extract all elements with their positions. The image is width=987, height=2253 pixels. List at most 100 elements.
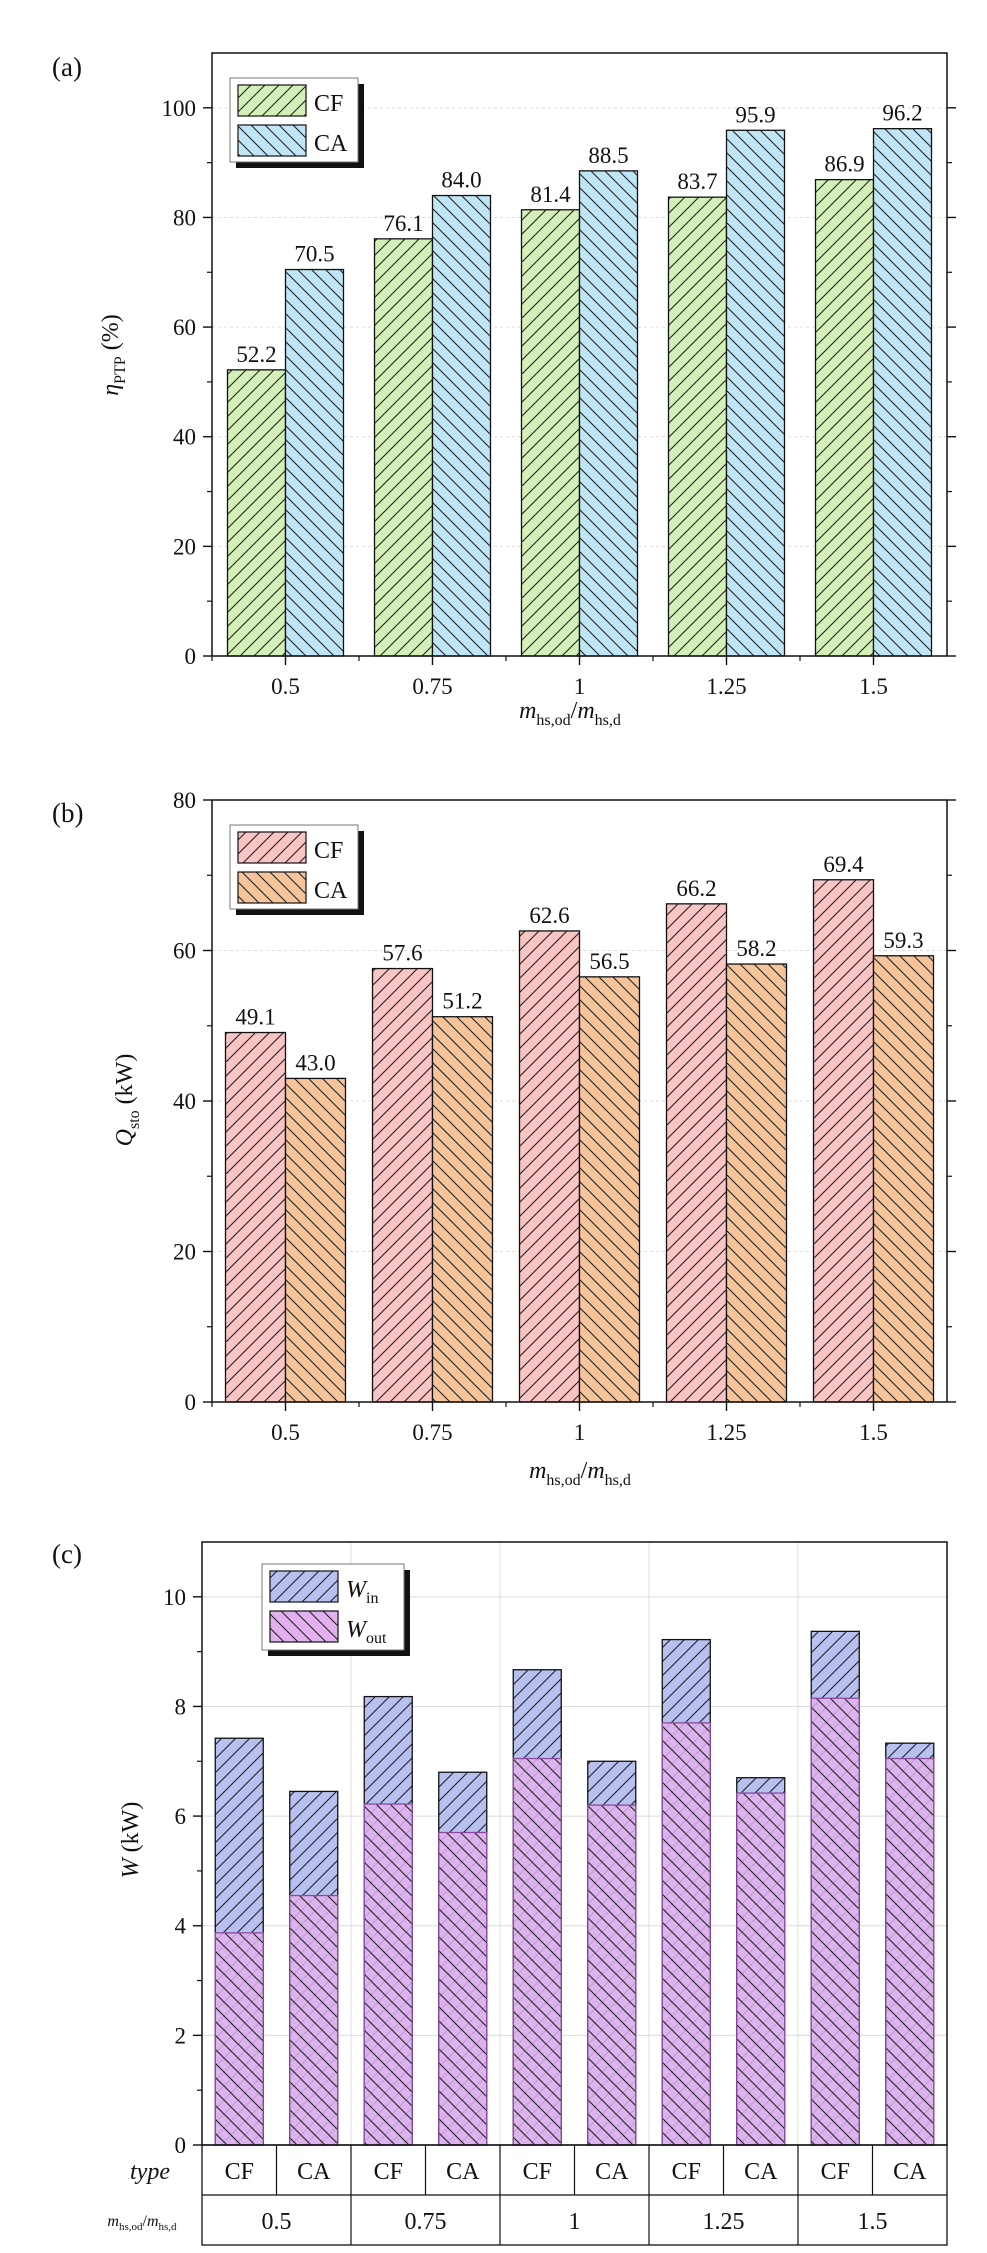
x-tick-label: 0.75 — [412, 674, 452, 699]
bar — [284, 268, 345, 657]
legend-label: CA — [314, 878, 348, 904]
table-type-cell: CF — [374, 2159, 403, 2185]
bar — [520, 209, 581, 657]
bar — [814, 178, 875, 657]
chart-panel-b: (b) 49.1 43.0 57.6 51.2 62.6 56.5 66.2 58.2 69.4… — [52, 788, 956, 1489]
x-tick-label: 1.25 — [706, 1420, 746, 1445]
bar — [810, 1697, 860, 2146]
bar-value-label: 59.3 — [883, 928, 923, 953]
y-axis-label-c: W (kW) — [118, 1802, 144, 1879]
bar — [224, 1031, 287, 1403]
y-tick-label: 0 — [185, 644, 197, 669]
x-tick-label: 1.5 — [859, 674, 888, 699]
y-axis-label-a-sub: PTP — [112, 356, 129, 384]
svg-text:W (kW): W (kW) — [118, 1802, 144, 1879]
bar — [885, 1757, 935, 2146]
legend-swatch — [269, 1570, 339, 1603]
bar-value-label: 83.7 — [677, 169, 717, 194]
bars-a: 52.2 70.5 76.1 84.0 81.4 88.5 83.7 95.9 86.9 96.2 — [226, 101, 933, 657]
bar — [587, 1804, 637, 2146]
bar — [363, 1803, 413, 2146]
bar-value-label: 70.5 — [294, 242, 334, 267]
bar — [373, 238, 434, 657]
x-tick-label: 1.25 — [706, 674, 746, 699]
legend-label: CF — [314, 838, 343, 864]
bar — [512, 1757, 562, 2146]
bar-value-label: 95.9 — [735, 102, 775, 127]
panel-label-b: (b) — [52, 798, 83, 828]
bar-value-label: 66.2 — [676, 876, 716, 901]
bar-value-label: 43.0 — [295, 1050, 335, 1075]
y-tick-label: 4 — [175, 1914, 187, 1939]
table-group-cell: 1.25 — [703, 2209, 745, 2235]
bar-value-label: 96.2 — [882, 101, 922, 126]
bar-value-label: 84.0 — [441, 168, 481, 193]
bar — [214, 1932, 264, 2146]
y-tick-label: 100 — [162, 96, 197, 121]
y-axis-label-b-main: Q — [112, 1129, 138, 1146]
bar — [725, 963, 788, 1403]
svg-text:Qsto (kW): Qsto (kW) — [112, 1054, 143, 1147]
x-tick-label: 1 — [574, 674, 586, 699]
table-type-cell: CF — [821, 2159, 850, 2185]
y-tick-label: 20 — [173, 534, 196, 559]
bar — [226, 369, 287, 657]
bar-value-label: 49.1 — [235, 1005, 275, 1030]
bar — [578, 170, 639, 657]
y-tick-label: 60 — [173, 315, 196, 340]
bar — [665, 903, 728, 1403]
bars-b: 49.1 43.0 57.6 51.2 62.6 56.5 66.2 58.2 69.4 59.3 — [224, 852, 935, 1403]
y-axis-label-b-unit: (kW) — [112, 1054, 138, 1111]
bar-value-label: 86.9 — [824, 152, 864, 177]
legend-swatch — [237, 831, 307, 864]
y-tick-label: 80 — [173, 205, 196, 230]
bar-value-label: 88.5 — [588, 143, 628, 168]
bar — [578, 976, 641, 1403]
bar — [725, 129, 786, 657]
x-tick-label: 1.5 — [859, 1420, 888, 1445]
table-group-cell: 1 — [569, 2209, 581, 2235]
ticks-b: 0 20 40 60 80 0.5 0.75 1 1.25 1.5 — [173, 788, 956, 1445]
table-type-cell: CF — [523, 2159, 552, 2185]
ticks-c: 0 2 4 6 8 10 — [163, 1585, 202, 2158]
x-axis-label-a: mhs,od/mhs,d — [519, 698, 621, 729]
table-type-cell: CA — [893, 2159, 927, 2185]
legend-label: Wout — [346, 1617, 387, 1647]
y-axis-label-c-unit: (kW) — [118, 1802, 144, 1859]
table-group-cell: 1.5 — [858, 2209, 888, 2235]
bar — [431, 194, 492, 657]
y-tick-label: 6 — [175, 1804, 187, 1829]
legend-label: Win — [346, 1577, 378, 1607]
y-axis-label-a: ηPTP (%) — [98, 314, 129, 395]
legend-b: CF CA — [229, 824, 364, 915]
y-tick-label: 60 — [173, 939, 196, 964]
y-tick-label: 2 — [175, 2023, 187, 2048]
y-axis-label-a-unit: (%) — [98, 314, 124, 356]
bar — [812, 879, 875, 1403]
bar — [371, 967, 434, 1403]
svg-text:ηPTP (%): ηPTP (%) — [98, 314, 129, 395]
panel-label-a: (a) — [52, 52, 82, 82]
table-type-cell: CF — [225, 2159, 254, 2185]
y-axis-label-b: Qsto (kW) — [112, 1054, 143, 1147]
bar — [661, 1722, 711, 2146]
table-group-cell: 0.75 — [405, 2209, 447, 2235]
bar-value-label: 81.4 — [530, 182, 571, 207]
legend-label: CA — [314, 131, 348, 157]
bar-value-label: 76.1 — [383, 211, 423, 236]
bar — [736, 1792, 786, 2146]
y-tick-label: 8 — [175, 1694, 187, 1719]
chart-panel-c: (c) 0 2 4 6 8 10 W (kW) Win Wout type mhs,od/m… — [52, 1539, 948, 2246]
legend-swatch — [237, 84, 307, 117]
table-group-cell: 0.5 — [262, 2209, 292, 2235]
x-tick-label: 0.75 — [412, 1420, 452, 1445]
y-tick-label: 0 — [185, 1390, 197, 1415]
table-type-cell: CA — [595, 2159, 629, 2185]
bar — [289, 1894, 339, 2146]
legend-swatch — [237, 124, 307, 157]
bar — [518, 930, 581, 1403]
x-tick-label: 1 — [574, 1420, 586, 1445]
bar-value-label: 57.6 — [382, 941, 422, 966]
bars-c — [214, 1630, 935, 2146]
